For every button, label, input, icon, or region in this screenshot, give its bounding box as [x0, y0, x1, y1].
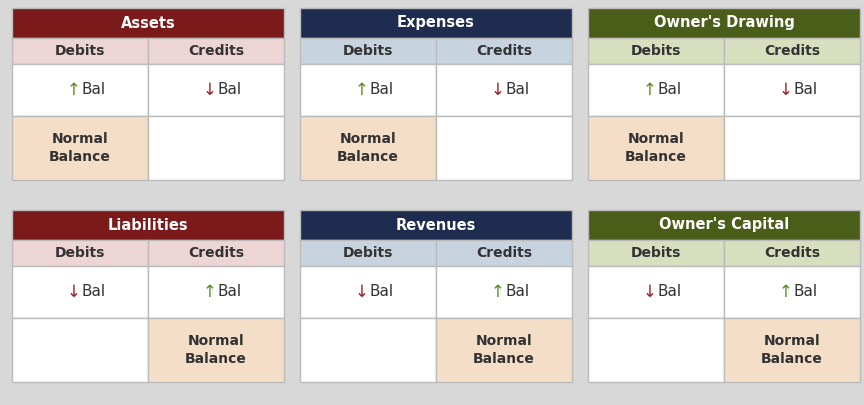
Text: Bal: Bal — [658, 83, 682, 98]
Bar — [12, 240, 148, 266]
Text: Bal: Bal — [218, 284, 242, 300]
Text: Bal: Bal — [218, 83, 242, 98]
Text: Debits: Debits — [631, 246, 681, 260]
Text: Normal
Balance: Normal Balance — [761, 334, 823, 366]
Bar — [12, 116, 148, 180]
Text: Bal: Bal — [82, 83, 106, 98]
Bar — [724, 266, 860, 318]
Text: Credits: Credits — [764, 44, 820, 58]
Text: Bal: Bal — [506, 83, 530, 98]
Text: Owner's Drawing: Owner's Drawing — [653, 15, 794, 30]
Text: Normal
Balance: Normal Balance — [185, 334, 247, 366]
Bar — [148, 240, 284, 266]
Text: Credits: Credits — [188, 44, 244, 58]
Bar — [148, 116, 284, 180]
Bar — [724, 240, 860, 266]
Bar — [588, 318, 724, 382]
Text: ↑: ↑ — [203, 283, 217, 301]
Text: Credits: Credits — [476, 246, 532, 260]
Text: ↓: ↓ — [491, 81, 505, 99]
Bar — [300, 64, 436, 116]
Text: ↓: ↓ — [779, 81, 793, 99]
Bar — [300, 240, 436, 266]
Text: ↑: ↑ — [779, 283, 793, 301]
Bar — [588, 266, 724, 318]
Bar — [724, 38, 860, 64]
Text: Credits: Credits — [188, 246, 244, 260]
Bar — [12, 318, 148, 382]
Text: Assets: Assets — [121, 15, 175, 30]
Bar — [148, 318, 284, 382]
Text: Credits: Credits — [476, 44, 532, 58]
Bar — [588, 8, 860, 38]
Text: Bal: Bal — [370, 284, 394, 300]
Text: Debits: Debits — [54, 44, 105, 58]
Text: Bal: Bal — [794, 83, 818, 98]
Text: Normal
Balance: Normal Balance — [473, 334, 535, 366]
Text: ↓: ↓ — [355, 283, 369, 301]
Bar — [724, 116, 860, 180]
Bar — [300, 116, 436, 180]
Bar — [436, 38, 572, 64]
Bar — [724, 64, 860, 116]
Bar — [12, 64, 148, 116]
Bar — [588, 240, 724, 266]
Text: ↓: ↓ — [67, 283, 81, 301]
Text: ↑: ↑ — [491, 283, 505, 301]
Bar — [300, 38, 436, 64]
Bar — [12, 8, 284, 38]
Text: Bal: Bal — [658, 284, 682, 300]
Text: Normal
Balance: Normal Balance — [625, 132, 687, 164]
Bar — [300, 210, 572, 240]
Bar — [300, 266, 436, 318]
Text: ↓: ↓ — [643, 283, 657, 301]
Text: Bal: Bal — [794, 284, 818, 300]
Bar — [12, 210, 284, 240]
Bar — [300, 8, 572, 38]
Text: Bal: Bal — [506, 284, 530, 300]
Bar — [588, 64, 724, 116]
Bar — [436, 240, 572, 266]
Bar — [724, 318, 860, 382]
Text: ↑: ↑ — [355, 81, 369, 99]
Text: Debits: Debits — [343, 44, 393, 58]
Text: Debits: Debits — [343, 246, 393, 260]
Bar — [436, 116, 572, 180]
Bar — [300, 318, 436, 382]
Text: ↓: ↓ — [203, 81, 217, 99]
Text: Normal
Balance: Normal Balance — [49, 132, 111, 164]
Text: Expenses: Expenses — [397, 15, 475, 30]
Text: Normal
Balance: Normal Balance — [337, 132, 399, 164]
Bar — [12, 38, 148, 64]
Bar — [148, 64, 284, 116]
Bar — [436, 266, 572, 318]
Bar — [436, 318, 572, 382]
Text: Debits: Debits — [54, 246, 105, 260]
Bar — [588, 116, 724, 180]
Bar — [436, 64, 572, 116]
Text: ↑: ↑ — [67, 81, 81, 99]
Bar — [588, 210, 860, 240]
Text: Owner's Capital: Owner's Capital — [659, 217, 789, 232]
Bar — [148, 266, 284, 318]
Text: Revenues: Revenues — [396, 217, 476, 232]
Bar — [12, 266, 148, 318]
Text: Bal: Bal — [82, 284, 106, 300]
Text: Credits: Credits — [764, 246, 820, 260]
Text: Bal: Bal — [370, 83, 394, 98]
Text: Debits: Debits — [631, 44, 681, 58]
Text: ↑: ↑ — [643, 81, 657, 99]
Bar — [588, 38, 724, 64]
Text: Liabilities: Liabilities — [108, 217, 188, 232]
Bar — [148, 38, 284, 64]
